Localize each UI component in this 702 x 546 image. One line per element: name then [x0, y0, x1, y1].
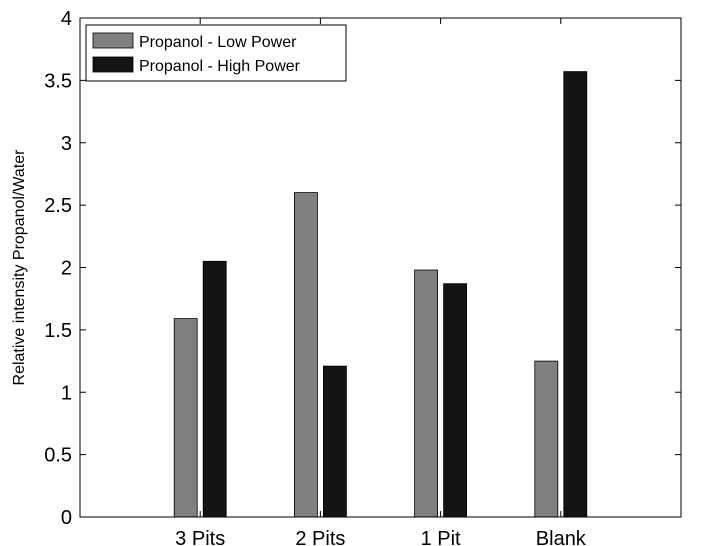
y-tick-label: 1.5: [44, 320, 72, 342]
legend: Propanol - Low Power Propanol - High Powe…: [85, 24, 347, 82]
x-tick-label: 1 Pit: [421, 528, 461, 546]
legend-label-high-power: Propanol - High Power: [139, 58, 301, 75]
y-axis-ticks: 0 0.5 1 1.5 2 2.5 3 3.5 4: [44, 8, 681, 529]
y-tick-label: 0: [61, 507, 72, 529]
y-axis-label: Relative intensity Propanol/Water: [11, 149, 28, 386]
x-tick-label: 3 Pits: [175, 528, 225, 546]
y-tick-label: 3: [61, 133, 72, 155]
bar-low-power-3: [534, 360, 559, 518]
y-tick-label: 2: [61, 258, 72, 280]
x-tick-label: Blank: [536, 528, 587, 546]
bars-group: [173, 71, 588, 518]
x-axis-ticks: 3 Pits 2 Pits 1 Pit Blank: [175, 18, 587, 546]
y-tick-label: 0.5: [44, 445, 72, 467]
bar-low-power-2: [414, 269, 439, 518]
legend-label-low-power: Propanol - Low Power: [139, 34, 297, 51]
y-tick-label: 1: [61, 382, 72, 404]
legend-swatch-low-power: [92, 32, 134, 49]
bar-high-power-3: [563, 71, 588, 518]
bar-low-power-0: [173, 318, 198, 518]
x-tick-label: 2 Pits: [295, 528, 345, 546]
y-tick-label: 3.5: [44, 70, 72, 92]
bar-high-power-0: [202, 260, 227, 518]
y-tick-label: 2.5: [44, 195, 72, 217]
y-tick-label: 4: [61, 8, 72, 30]
legend-swatch-high-power: [92, 56, 134, 73]
bar-low-power-1: [293, 192, 318, 518]
bar-high-power-1: [322, 365, 347, 518]
bar-high-power-2: [443, 283, 468, 518]
